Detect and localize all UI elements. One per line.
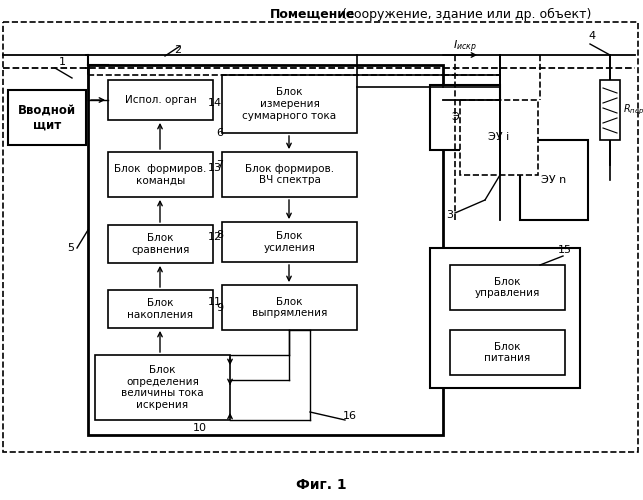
- Bar: [108, 225, 213, 263]
- Bar: [600, 80, 620, 140]
- Text: Блок
управления: Блок управления: [475, 276, 540, 298]
- Bar: [520, 140, 588, 220]
- Text: 16: 16: [343, 411, 357, 421]
- Bar: [108, 152, 213, 197]
- Bar: [430, 85, 500, 150]
- Text: ЭУ i: ЭУ i: [489, 132, 510, 142]
- Bar: [222, 152, 357, 197]
- Text: Блок
усиления: Блок усиления: [264, 231, 316, 253]
- Bar: [222, 222, 357, 262]
- Bar: [460, 100, 538, 175]
- Bar: [8, 90, 86, 145]
- Text: 4: 4: [588, 31, 595, 41]
- Text: 11: 11: [208, 297, 222, 307]
- Bar: [108, 290, 213, 328]
- Bar: [95, 355, 230, 420]
- Text: Блок
сравнения: Блок сравнения: [131, 233, 190, 255]
- Bar: [108, 80, 213, 120]
- Text: 8: 8: [217, 230, 224, 240]
- Text: 10: 10: [193, 423, 207, 433]
- Bar: [222, 75, 357, 133]
- Text: $I_{искр}$: $I_{искр}$: [453, 39, 477, 55]
- Text: ЭУ n: ЭУ n: [541, 175, 566, 185]
- Text: Блок формиров.
ВЧ спектра: Блок формиров. ВЧ спектра: [245, 164, 334, 186]
- Bar: [450, 265, 565, 310]
- Text: 1: 1: [59, 57, 66, 67]
- Text: 5: 5: [68, 243, 75, 253]
- Text: 9: 9: [217, 303, 224, 313]
- Text: 12: 12: [208, 232, 222, 242]
- Text: Блок
определения
величины тока
искрения: Блок определения величины тока искрения: [121, 365, 204, 410]
- Bar: [88, 65, 443, 435]
- Text: 7: 7: [217, 160, 224, 170]
- Text: 14: 14: [208, 98, 222, 108]
- Bar: [3, 22, 638, 452]
- Text: Блок
измерения
суммарного тока: Блок измерения суммарного тока: [242, 88, 336, 120]
- Bar: [430, 248, 580, 388]
- Text: Блок
накопления: Блок накопления: [127, 298, 194, 320]
- Text: 3: 3: [446, 210, 453, 220]
- Text: Блок
выпрямления: Блок выпрямления: [252, 296, 327, 318]
- Text: 13: 13: [208, 163, 222, 173]
- Text: Испол. орган: Испол. орган: [125, 95, 196, 105]
- Text: (сооружение, здание или др. объект): (сооружение, здание или др. объект): [338, 8, 592, 20]
- Text: 15: 15: [558, 245, 572, 255]
- Text: ЭУ 1: ЭУ 1: [453, 112, 478, 122]
- Text: Помещение: Помещение: [270, 8, 356, 20]
- Text: Блок
питания: Блок питания: [484, 342, 530, 363]
- Text: 2: 2: [174, 45, 181, 55]
- Bar: [450, 330, 565, 375]
- Text: Фиг. 1: Фиг. 1: [296, 478, 347, 492]
- Text: Вводной
щит: Вводной щит: [18, 104, 76, 132]
- Text: Блок  формиров.
команды: Блок формиров. команды: [114, 164, 206, 186]
- Text: 6: 6: [217, 128, 224, 138]
- Bar: [222, 285, 357, 330]
- Text: $R_{перех}$: $R_{перех}$: [623, 103, 643, 117]
